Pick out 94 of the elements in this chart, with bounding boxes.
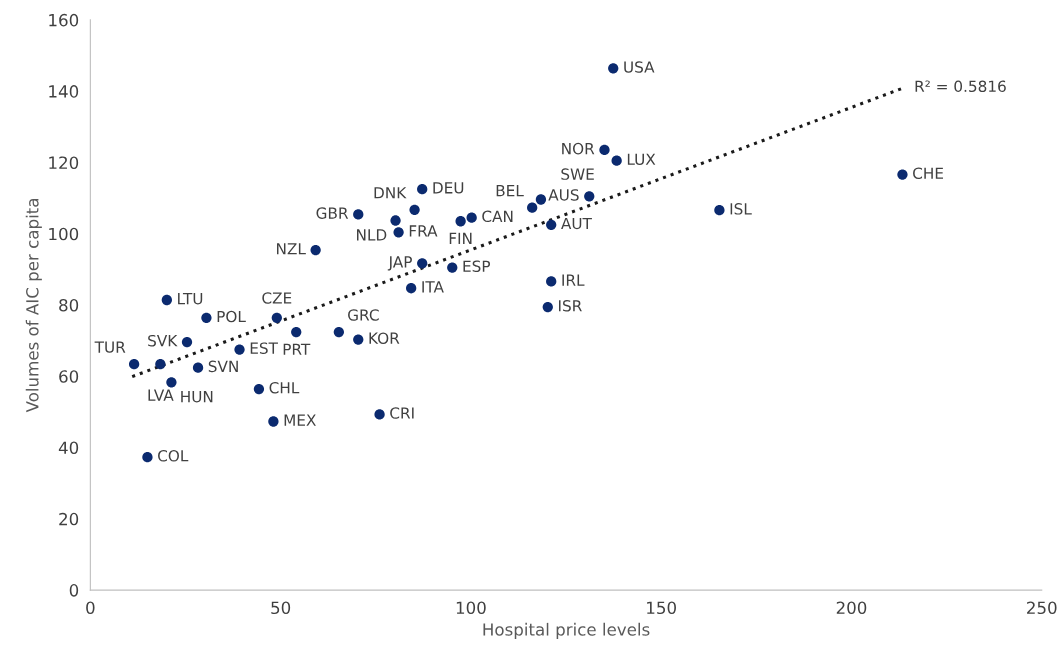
annotation: PRT	[283, 343, 311, 355]
point	[128, 358, 140, 370]
annotation: USA	[624, 61, 655, 73]
y-tick-label: 80	[59, 298, 79, 312]
annotation: CZE	[262, 292, 292, 304]
x-tick-label: 200	[836, 601, 867, 615]
annotation: TUR	[94, 341, 126, 353]
annotation: NOR	[562, 142, 595, 155]
annotation: NLD	[357, 229, 387, 241]
x-tick-label: 150	[647, 601, 676, 615]
y-tick-label: 0	[69, 584, 79, 597]
annotation: SWE	[561, 168, 594, 180]
annotation: HUN	[181, 391, 213, 403]
annotation: COL	[158, 450, 189, 462]
annotation: KOR	[369, 332, 400, 344]
annotation: ITA	[422, 281, 444, 293]
point	[466, 212, 477, 223]
annotation: SVN	[208, 360, 238, 373]
annotation: POL	[217, 310, 246, 323]
annotation: JAP	[387, 256, 412, 271]
point	[333, 326, 345, 338]
annotation: ESP	[463, 260, 491, 272]
annotation: BEL	[496, 185, 524, 197]
annotation: AUT	[561, 217, 592, 230]
point	[417, 184, 428, 195]
point	[409, 204, 420, 215]
y-tick-label: 60	[59, 370, 79, 383]
annotation: DNK	[374, 187, 407, 199]
annotation: FRA	[409, 225, 438, 237]
point	[161, 294, 172, 306]
point	[155, 358, 166, 370]
annotation: CRI	[390, 407, 414, 419]
annotation: LUX	[627, 153, 656, 166]
y-tick-label: 40	[58, 441, 79, 455]
x-tick-label: 250	[1027, 601, 1057, 615]
annotation: CHE	[913, 167, 944, 179]
annotation: R² = 0.5816	[915, 80, 1006, 93]
point	[291, 326, 302, 338]
annotation: LVA	[148, 389, 174, 401]
y-tick-label: 140	[49, 85, 79, 98]
x-tick-label: 0	[86, 601, 95, 615]
x-tick-label: 100	[456, 601, 486, 615]
point	[234, 344, 245, 355]
annotation: GRC	[348, 309, 379, 321]
point	[268, 416, 279, 427]
annotation: IRL	[562, 274, 585, 286]
annotation: ISL	[730, 203, 752, 215]
point	[142, 452, 153, 463]
point	[406, 283, 417, 294]
x-tick-label: 50	[271, 601, 291, 615]
point	[192, 362, 204, 373]
point	[599, 144, 610, 156]
y-axis-title: Volumes of AIC per capita	[25, 199, 42, 413]
annotation: DEU	[433, 182, 464, 194]
point	[527, 202, 538, 213]
point	[546, 276, 557, 287]
y-tick-label: 120	[49, 156, 79, 169]
annotation: EST	[250, 342, 278, 354]
point	[181, 336, 193, 348]
point	[353, 209, 364, 220]
point	[447, 262, 458, 273]
point	[897, 169, 908, 180]
point	[310, 244, 321, 256]
point	[584, 191, 595, 202]
point	[535, 194, 547, 205]
point	[611, 155, 622, 166]
point	[542, 301, 553, 313]
point	[608, 63, 619, 74]
point	[393, 227, 404, 238]
point	[166, 377, 177, 388]
point	[201, 312, 212, 323]
annotation: CAN	[482, 210, 513, 223]
point	[253, 383, 265, 395]
point	[271, 312, 282, 323]
y-tick-label: 20	[59, 512, 79, 526]
x-axis-title: Hospital price levels	[483, 622, 650, 639]
annotation: CHL	[269, 381, 300, 394]
point	[546, 219, 557, 230]
annotation: ISR	[559, 299, 582, 312]
point	[455, 216, 466, 227]
point	[390, 215, 401, 226]
point	[417, 258, 428, 269]
annotation: LTU	[178, 293, 203, 305]
annotation: FIN	[449, 232, 472, 244]
annotation: NZL	[277, 243, 306, 255]
annotation: SVK	[148, 334, 178, 347]
y-tick-label: 160	[49, 13, 79, 27]
annotation: AUS	[548, 189, 579, 201]
point	[353, 334, 364, 345]
point	[374, 409, 385, 420]
y-tick-label: 100	[49, 227, 79, 241]
point	[714, 205, 725, 216]
annotation: MEX	[284, 414, 316, 426]
annotation: GBR	[316, 207, 349, 219]
